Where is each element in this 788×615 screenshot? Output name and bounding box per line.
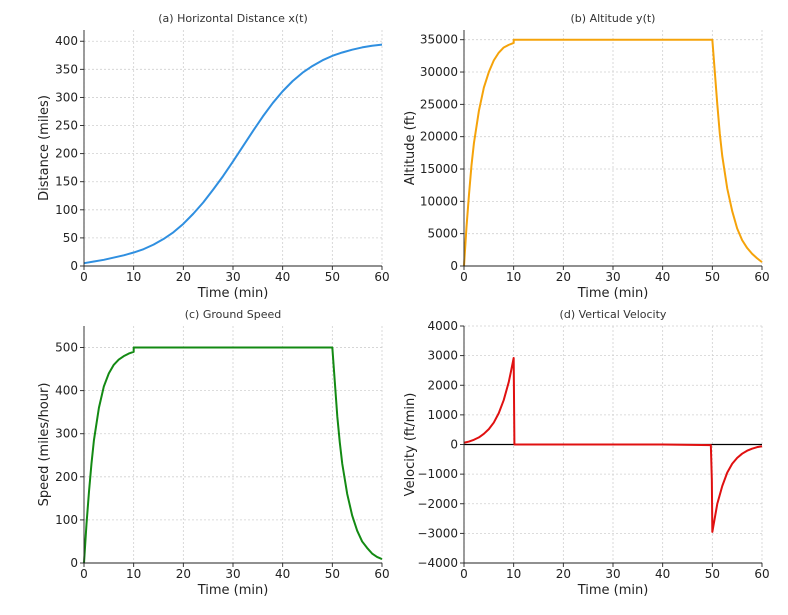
series-line bbox=[463, 38, 763, 267]
y-tick-label: 4000 bbox=[427, 319, 458, 333]
y-tick-label: 250 bbox=[55, 119, 78, 133]
x-tick-label: 40 bbox=[275, 270, 290, 284]
y-axis-label: Altitude (ft) bbox=[403, 111, 418, 186]
y-tick-label: −1000 bbox=[417, 467, 458, 481]
y-tick-label: 0 bbox=[70, 556, 78, 570]
panel-title: (c) Ground Speed bbox=[185, 308, 282, 321]
x-axis-label: Time (min) bbox=[197, 583, 269, 598]
y-tick-label: 20000 bbox=[420, 130, 458, 144]
x-tick-label: 10 bbox=[126, 270, 141, 284]
panel-title: (d) Vertical Velocity bbox=[560, 308, 667, 321]
x-tick-label: 60 bbox=[754, 270, 769, 284]
x-tick-label: 50 bbox=[705, 270, 720, 284]
x-tick-label: 40 bbox=[655, 270, 670, 284]
series-line bbox=[83, 346, 383, 564]
x-tick-label: 30 bbox=[225, 270, 240, 284]
y-axis-label: Distance (miles) bbox=[37, 95, 52, 201]
grid bbox=[463, 30, 763, 267]
panel-title: (a) Horizontal Distance x(t) bbox=[158, 12, 307, 25]
y-tick-label: 10000 bbox=[420, 194, 458, 208]
x-axis-label: Time (min) bbox=[197, 286, 269, 301]
y-tick-label: 300 bbox=[55, 427, 78, 441]
y-tick-label: 1000 bbox=[427, 408, 458, 422]
y-tick-label: 100 bbox=[55, 513, 78, 527]
y-tick-label: 0 bbox=[70, 259, 78, 273]
x-tick-label: 10 bbox=[506, 567, 521, 581]
y-tick-label: 15000 bbox=[420, 162, 458, 176]
x-tick-label: 10 bbox=[506, 270, 521, 284]
x-tick-label: 50 bbox=[705, 567, 720, 581]
y-tick-label: 0 bbox=[450, 259, 458, 273]
y-tick-label: 35000 bbox=[420, 33, 458, 47]
panel-vertical-velocity: (d) Vertical Velocity Time (min) Velocit… bbox=[403, 308, 770, 598]
y-tick-label: 400 bbox=[55, 34, 78, 48]
y-tick-label: 400 bbox=[55, 384, 78, 398]
x-tick-label: 10 bbox=[126, 567, 141, 581]
x-axis-label: Time (min) bbox=[577, 286, 649, 301]
x-tick-label: 40 bbox=[275, 567, 290, 581]
x-tick-label: 60 bbox=[374, 567, 389, 581]
x-tick-label: 20 bbox=[176, 567, 191, 581]
panel-title: (b) Altitude y(t) bbox=[571, 12, 656, 25]
y-tick-label: −2000 bbox=[417, 497, 458, 511]
panel-ground-speed: (c) Ground Speed Time (min) Speed (miles… bbox=[37, 308, 390, 598]
x-tick-label: 50 bbox=[325, 270, 340, 284]
x-tick-label: 0 bbox=[80, 270, 88, 284]
y-tick-label: 2000 bbox=[427, 378, 458, 392]
y-tick-label: 5000 bbox=[427, 227, 458, 241]
x-tick-label: 0 bbox=[460, 567, 468, 581]
y-tick-label: −4000 bbox=[417, 556, 458, 570]
y-tick-label: 25000 bbox=[420, 97, 458, 111]
series-line bbox=[463, 357, 763, 533]
y-tick-label: 200 bbox=[55, 470, 78, 484]
x-tick-label: 60 bbox=[754, 567, 769, 581]
x-tick-label: 0 bbox=[460, 270, 468, 284]
y-tick-label: 50 bbox=[63, 231, 78, 245]
y-axis-label: Speed (miles/hour) bbox=[37, 383, 52, 507]
y-tick-label: −3000 bbox=[417, 526, 458, 540]
x-tick-label: 40 bbox=[655, 567, 670, 581]
x-tick-label: 20 bbox=[556, 567, 571, 581]
series-line bbox=[83, 43, 383, 265]
y-axis-label: Velocity (ft/min) bbox=[403, 393, 418, 497]
y-tick-label: 0 bbox=[450, 438, 458, 452]
x-tick-label: 60 bbox=[374, 270, 389, 284]
x-tick-label: 20 bbox=[176, 270, 191, 284]
y-tick-label: 30000 bbox=[420, 65, 458, 79]
panel-horizontal-distance: (a) Horizontal Distance x(t) Time (min) … bbox=[37, 12, 390, 301]
y-tick-label: 100 bbox=[55, 203, 78, 217]
panel-altitude: (b) Altitude y(t) Time (min) Altitude (f… bbox=[403, 12, 770, 301]
x-tick-label: 30 bbox=[605, 270, 620, 284]
y-tick-label: 500 bbox=[55, 341, 78, 355]
x-tick-label: 20 bbox=[556, 270, 571, 284]
y-tick-label: 200 bbox=[55, 147, 78, 161]
y-tick-label: 3000 bbox=[427, 349, 458, 363]
y-tick-label: 150 bbox=[55, 175, 78, 189]
x-tick-label: 0 bbox=[80, 567, 88, 581]
x-tick-label: 30 bbox=[225, 567, 240, 581]
x-axis-label: Time (min) bbox=[577, 583, 649, 598]
x-tick-label: 50 bbox=[325, 567, 340, 581]
y-tick-label: 350 bbox=[55, 62, 78, 76]
y-tick-label: 300 bbox=[55, 90, 78, 104]
x-tick-label: 30 bbox=[605, 567, 620, 581]
